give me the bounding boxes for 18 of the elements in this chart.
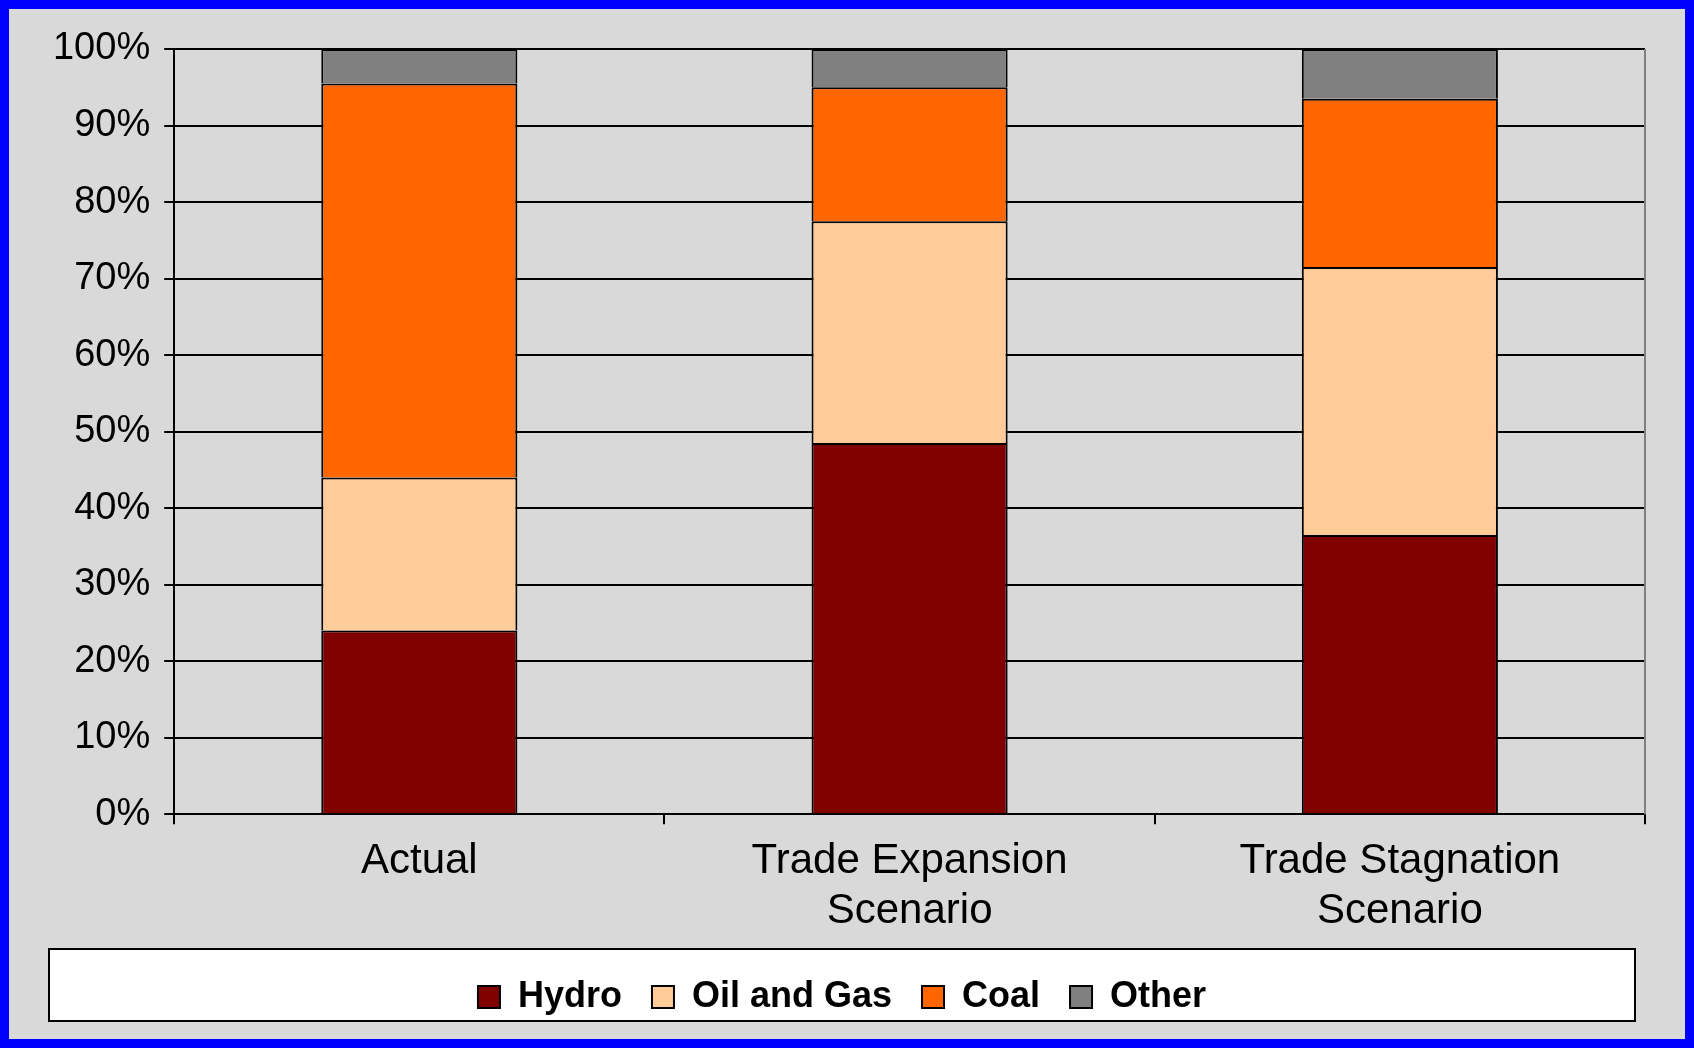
x-tick-label: Actual [360,834,478,882]
y-tick-label: 20% [74,637,151,680]
y-tick-label: 100% [52,25,151,68]
y-tick-label: 60% [74,331,151,374]
y-tick-label: 10% [74,714,151,757]
legend-label: Coal [962,973,1041,1015]
y-tick-label: 80% [74,178,151,221]
y-tick-label: 40% [74,484,151,527]
x-tick-label: Trade Expansion Scenario [751,834,1068,933]
y-tick-label: 50% [74,408,151,451]
y-tick-label: 30% [74,561,151,604]
legend-label: Other [1110,973,1207,1015]
legend-label: Oil and Gas [691,973,893,1015]
y-tick-label: 70% [74,255,151,298]
legend-label: Hydro [517,973,622,1015]
x-tick-label: Trade Stagnation Scenario [1239,834,1561,933]
y-tick-label: 0% [95,790,151,833]
y-tick-label: 90% [74,102,151,144]
